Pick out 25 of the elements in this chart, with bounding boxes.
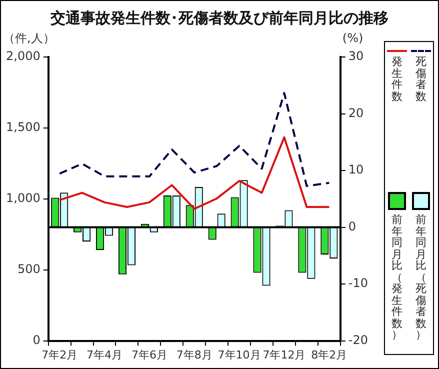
x-tick-label: 7年10月 <box>218 348 261 362</box>
y2-axis-title: (%) <box>342 31 364 46</box>
y-tick-label: 1,000 <box>6 191 40 206</box>
y2-tick-label: -10 <box>348 276 368 290</box>
y2-tick-label: 0 <box>348 219 356 234</box>
y-tick-label: 2,000 <box>6 49 40 64</box>
y2-tick-label: 30 <box>348 49 364 64</box>
y-tick-label: 0 <box>32 332 40 347</box>
y2-tick-label: 20 <box>348 106 364 120</box>
y-tick-label: 1,500 <box>6 120 40 134</box>
x-tick-label: 7年12月 <box>262 348 306 362</box>
chart-title: 交通事故発生件数･死傷者数及び前年同月比の推移 <box>50 9 390 28</box>
x-tick-label: 7年4月 <box>86 348 123 362</box>
y2-tick-label: 10 <box>348 162 364 177</box>
x-tick-label: 7年8月 <box>176 348 212 362</box>
x-tick-label: 7年6月 <box>131 348 168 362</box>
text: 前年同月比（死傷者数） <box>416 213 426 341</box>
text: 前年同月比（発生件数） <box>392 213 402 341</box>
legend-label: 死傷者数 <box>415 55 427 102</box>
line-series <box>58 92 330 187</box>
y-tick-label: 500 <box>17 262 40 276</box>
x-tick-label: 8年2月 <box>311 348 348 362</box>
legend-label: 発生件数 <box>391 55 403 102</box>
x-tick-label: 7年2月 <box>42 348 78 362</box>
y2-tick-label: -20 <box>348 332 368 347</box>
